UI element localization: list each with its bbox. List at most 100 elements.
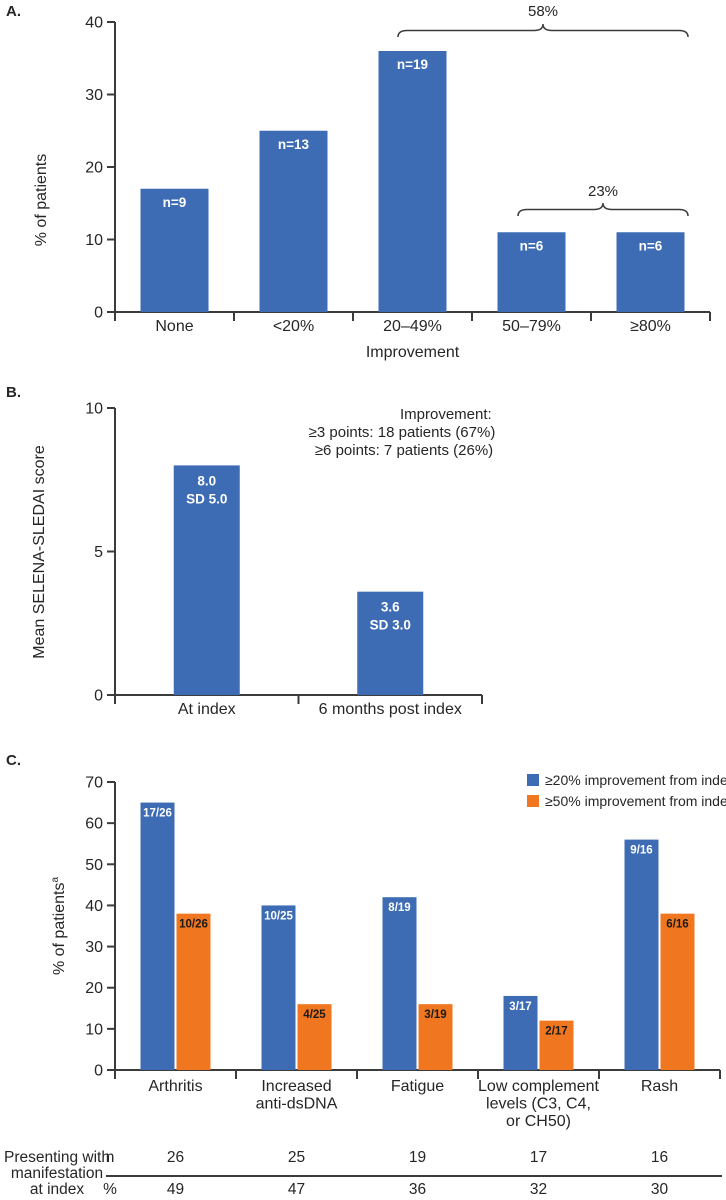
- table-cell: 47: [288, 1181, 305, 1198]
- y-tick-label: 20: [85, 160, 103, 177]
- bar-ge50: [539, 1020, 574, 1070]
- bar: [173, 465, 240, 695]
- y-tick-label: 0: [94, 305, 103, 322]
- x-category-label: anti-dsDNA: [256, 1096, 338, 1113]
- bar: [140, 188, 209, 312]
- y-tick-label: 10: [85, 1021, 103, 1038]
- legend-label: ≥20% improvement from index: [545, 772, 726, 788]
- y-tick-label: 30: [85, 87, 103, 104]
- table-cell: 16: [651, 1149, 668, 1166]
- bar-count-label: n=6: [520, 238, 544, 253]
- chart-b-selena-sledai-score: B. 0 5 10 8.0 SD 5.0 At index 3.6 SD 3.0 6 months…: [6, 384, 496, 718]
- legend-label: ≥50% improvement from index: [545, 793, 726, 809]
- bar-fraction-label: 3/17: [509, 1001, 531, 1013]
- bar-count-label: n=13: [278, 137, 310, 152]
- table-cell: 25: [288, 1149, 305, 1166]
- y-tick-label: 5: [94, 544, 103, 561]
- x-category-label: 20–49%: [383, 318, 442, 335]
- bar-fraction-label: 4/25: [303, 1009, 326, 1021]
- table-row-label: n: [106, 1149, 115, 1166]
- y-tick-label: 70: [85, 775, 103, 792]
- y-axis-title: % of patients: [33, 154, 50, 247]
- table-cell: 19: [409, 1149, 426, 1166]
- bar-mean-label: 8.0: [197, 473, 216, 488]
- table-row-header-line: at index: [30, 1181, 85, 1198]
- y-tick-label: 50: [85, 857, 103, 874]
- x-category-label: None: [155, 318, 193, 335]
- annotation-line: ≥6 points: 7 patients (26%): [315, 442, 493, 459]
- bar: [497, 232, 566, 312]
- table-row-header-line: Presenting with: [4, 1149, 110, 1166]
- x-category-label: or CH50): [506, 1113, 571, 1130]
- bar-ge20: [140, 802, 175, 1070]
- legend-swatch-orange: [527, 795, 539, 807]
- bar: [616, 232, 685, 312]
- y-axis-title: Mean SELENA-SLEDAI score: [31, 445, 48, 659]
- panel-label: C.: [6, 752, 21, 769]
- bar-fraction-label: 6/16: [666, 919, 688, 931]
- bar-count-label: n=19: [397, 57, 428, 72]
- x-category-label: At index: [178, 701, 236, 718]
- bar-sd-label: SD 5.0: [186, 491, 227, 506]
- table-cell: 49: [167, 1181, 184, 1198]
- y-tick-label: 40: [85, 898, 103, 915]
- y-tick-label: 40: [85, 15, 103, 32]
- x-category-label: Rash: [641, 1078, 678, 1095]
- panel-label: A.: [6, 3, 21, 20]
- bar-fraction-label: 8/19: [388, 902, 410, 914]
- x-category-label: Arthritis: [148, 1078, 202, 1095]
- table-row-header-line: manifestation: [11, 1165, 103, 1182]
- bar-ge50: [418, 1004, 453, 1070]
- brace: [397, 23, 689, 38]
- bar-ge50: [297, 1004, 332, 1070]
- bar-fraction-label: 17/26: [143, 808, 172, 820]
- x-category-label: Increased: [261, 1078, 331, 1095]
- x-category-label: 50–79%: [502, 318, 561, 335]
- table-cell: 30: [651, 1181, 669, 1198]
- panel-label: B.: [6, 384, 21, 401]
- bar: [357, 591, 424, 695]
- y-tick-label: 60: [85, 816, 103, 833]
- bar-ge20: [503, 995, 538, 1070]
- bar: [378, 51, 447, 312]
- bar-fraction-label: 9/16: [630, 845, 652, 857]
- chart-c-manifestation-improvement: C. 0 10 20 30 40 50 60 70 Arthritis Increasedanti-…: [4, 752, 726, 1198]
- bar-ge20: [382, 897, 417, 1070]
- bar-ge20: [624, 839, 659, 1070]
- y-axis-title: % of patientsa: [50, 877, 68, 976]
- y-tick-label: 0: [94, 688, 103, 705]
- table-row-label: %: [103, 1181, 117, 1198]
- bar-sd-label: SD 3.0: [370, 618, 411, 633]
- bar-fraction-label: 2/17: [545, 1026, 567, 1038]
- y-axis-title-superscript: a: [50, 877, 61, 883]
- brace: [517, 202, 689, 217]
- annotation-line: Improvement:: [400, 406, 492, 423]
- x-category-label: levels (C3, C4,: [486, 1096, 591, 1113]
- table-cell: 36: [409, 1181, 426, 1198]
- x-category-label: ≥80%: [630, 318, 671, 335]
- x-category-label: 6 months post index: [319, 701, 462, 718]
- bar-fraction-label: 3/19: [424, 1009, 446, 1021]
- brace-label: 23%: [588, 183, 618, 200]
- legend-swatch-blue: [527, 774, 539, 786]
- bar-ge50: [660, 913, 695, 1070]
- x-axis-title: Improvement: [366, 344, 460, 361]
- bar: [259, 130, 328, 312]
- bar-count-label: n=6: [639, 238, 663, 253]
- bar-count-label: n=9: [163, 195, 187, 210]
- x-category-label: Low complement: [478, 1078, 600, 1095]
- y-tick-label: 10: [85, 232, 103, 249]
- table-cell: 17: [530, 1149, 547, 1166]
- bar-fraction-label: 10/26: [179, 919, 208, 931]
- bar-mean-label: 3.6: [381, 600, 400, 615]
- x-category-label: <20%: [273, 318, 314, 335]
- y-tick-label: 0: [94, 1063, 103, 1080]
- brace-label: 58%: [528, 3, 558, 20]
- table-cell: 26: [167, 1149, 184, 1166]
- annotation-line: ≥3 points: 18 patients (67%): [309, 424, 496, 441]
- y-tick-label: 10: [85, 401, 103, 418]
- y-tick-label: 20: [85, 980, 103, 997]
- bar-ge50: [176, 913, 211, 1070]
- chart-a-improvement-distribution: A. 0 10 20 30 40 n=9 None n=13 <20% n=19 20–49% n=6 5…: [6, 3, 711, 361]
- y-tick-label: 30: [85, 939, 103, 956]
